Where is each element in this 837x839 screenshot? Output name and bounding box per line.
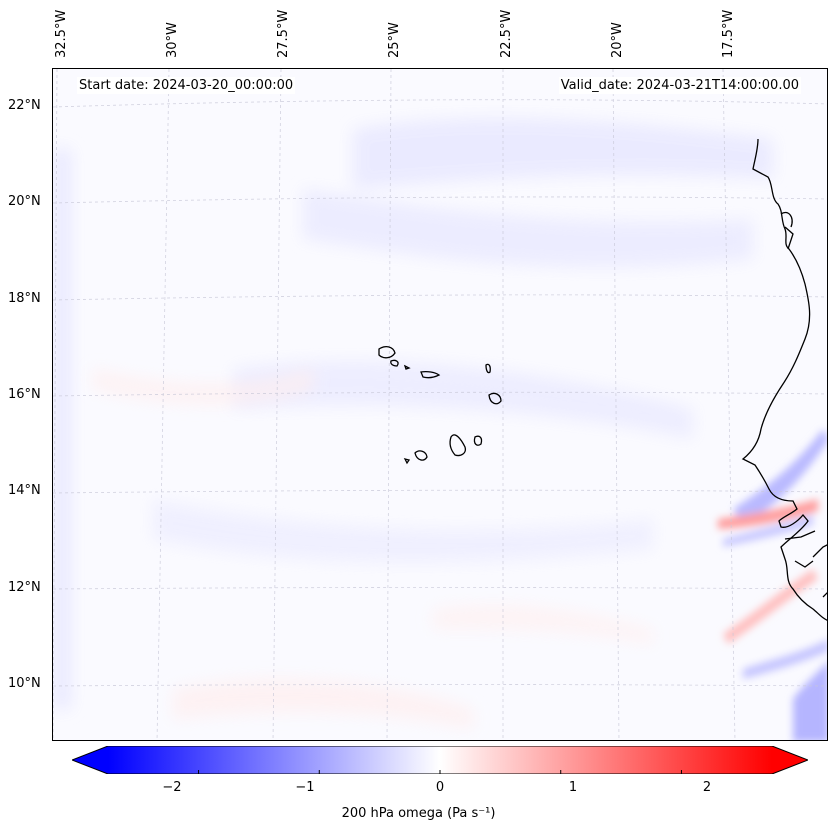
- colorbar-title: 200 hPa omega (Pa s⁻¹): [341, 806, 496, 821]
- colorbar-extend-high: [772, 746, 808, 774]
- red-patches: [93, 369, 653, 729]
- lon-label-17-5w: 17.5°W: [721, 9, 736, 58]
- cape-verde-islands: [378, 346, 502, 465]
- map-panel[interactable]: Start date: 2024-03-20_00:00:00 Valid_da…: [52, 68, 828, 741]
- start-date-label: Start date: 2024-03-20_00:00:00: [77, 77, 296, 94]
- colorbar-tick-label: 2: [702, 780, 712, 795]
- lon-label-22-5w: 22.5°W: [499, 9, 514, 58]
- coastal-omega-streaks: [718, 429, 827, 740]
- lon-label-32-5w: 32.5°W: [54, 9, 69, 58]
- colorbar-tick-label: −2: [162, 780, 182, 795]
- lat-label-18n: 18°N: [8, 291, 41, 306]
- lon-label-30w: 30°W: [165, 22, 180, 58]
- lon-label-27-5w: 27.5°W: [276, 9, 291, 58]
- coastline: [741, 138, 827, 621]
- colorbar-extend-low: [72, 746, 108, 774]
- colorbar-tick-label: 1: [568, 780, 578, 795]
- lat-label-14n: 14°N: [8, 483, 41, 498]
- lat-label-22n: 22°N: [8, 98, 41, 113]
- lat-label-16n: 16°N: [8, 387, 41, 402]
- colorbar: [70, 745, 810, 775]
- colorbar-tick-label: −1: [295, 780, 315, 795]
- colorbar-graphic: [70, 745, 810, 775]
- colorbar-tick-label: 0: [435, 780, 445, 795]
- blue-bands: [53, 118, 773, 709]
- colorbar-body: [108, 746, 772, 774]
- lon-label-25w: 25°W: [387, 22, 402, 58]
- lat-label-20n: 20°N: [8, 194, 41, 209]
- lon-label-20w: 20°W: [610, 22, 625, 58]
- graticule: [53, 69, 827, 740]
- omega-field: [53, 69, 827, 740]
- lat-label-12n: 12°N: [8, 580, 41, 595]
- valid-date-label: Valid_date: 2024-03-21T14:00:00.00: [558, 77, 801, 94]
- lat-label-10n: 10°N: [8, 676, 41, 691]
